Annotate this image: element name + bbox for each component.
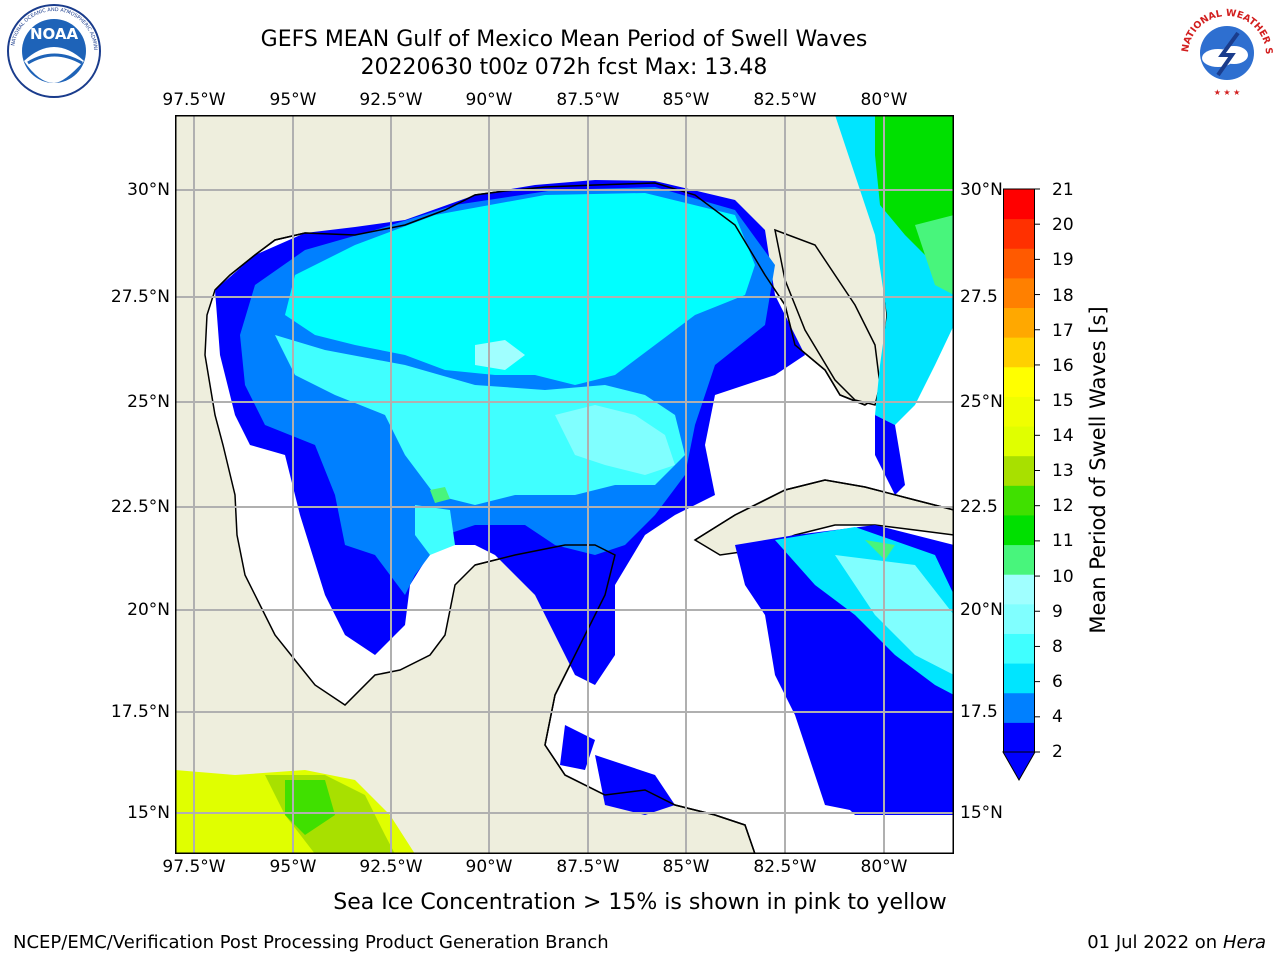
lat-label-right: 15°N [960,803,1003,823]
colorbar-segment [1003,544,1035,575]
colorbar-tick: 9 [1052,602,1063,622]
colorbar-segment [1003,514,1035,546]
colorbar-segment [1003,218,1035,249]
lat-label-right: 25°N [960,392,1003,412]
lat-label-left: 22.5°N [110,497,170,517]
lon-label-bottom: 85°W [662,857,710,877]
colorbar-segment [1003,277,1035,309]
colorbar-tick: 19 [1052,250,1074,270]
colorbar-segment [1003,603,1035,634]
nws-logo: NATIONAL WEATHER SERVICE ★ ★ ★ [1178,3,1274,97]
lon-label-bottom: 82.5°W [753,857,817,877]
svg-text:★ ★ ★: ★ ★ ★ [1214,88,1241,97]
colorbar-tick: 8 [1052,637,1063,657]
lat-label-right: 27.5 [960,287,998,307]
colorbar-segment [1003,455,1035,486]
map-subtitle: 20220630 t00z 072h fcst Max: 13.48 [360,55,768,80]
noaa-logo: NOAA NATIONAL OCEANIC AND ATMOSPHERIC AD… [4,3,101,98]
gulf-of-mexico-map [175,115,954,854]
sea-ice-note-text: Sea Ice Concentration > 15% is shown in … [333,890,947,915]
colorbar-tick: 12 [1052,496,1074,516]
colorbar-tick: 4 [1052,707,1063,727]
colorbar-segment [1003,248,1035,279]
lat-label-left: 15°N [127,803,170,823]
colorbar-tick: 15 [1052,391,1074,411]
colorbar-segment [1003,633,1035,664]
lon-label-bottom: 80°W [860,857,908,877]
footer-date: 01 Jul 2022 on [1087,932,1223,953]
colorbar-segment [1003,722,1035,753]
colorbar-segment [1003,663,1035,694]
colorbar [1002,188,1040,782]
colorbar-tick: 16 [1052,356,1074,376]
colorbar-segments [1003,189,1035,753]
colorbar-label: Mean Period of Swell Waves [s] [1086,306,1110,634]
noaa-logo-text: NOAA [30,25,79,43]
lon-label-bottom: 97.5°W [162,857,226,877]
lat-label-right: 20°N [960,600,1003,620]
lon-label-top: 90°W [465,90,513,110]
colorbar-segment [1003,307,1035,338]
map-title: GEFS MEAN Gulf of Mexico Mean Period of … [260,27,868,52]
colorbar-segment [1003,485,1035,516]
lat-label-left: 27.5°N [110,287,170,307]
colorbar-tick: 14 [1052,426,1074,446]
map-grid [175,115,954,854]
colorbar-tick: 10 [1052,567,1074,587]
lat-label-right: 22.5 [960,497,998,517]
colorbar-segment [1003,574,1035,605]
lon-label-bottom: 92.5°W [359,857,423,877]
lat-label-left: 20°N [127,600,170,620]
lon-label-top: 97.5°W [162,90,226,110]
colorbar-tick: 2 [1052,742,1063,762]
colorbar-tick: 20 [1052,215,1074,235]
lon-label-bottom: 87.5°W [556,857,620,877]
lon-label-top: 85°W [662,90,710,110]
colorbar-tick: 17 [1052,321,1074,341]
lat-label-right: 30°N [960,180,1003,200]
footer-left: NCEP/EMC/Verification Post Processing Pr… [13,932,609,953]
footer-right: 01 Jul 2022 on Hera [1087,932,1266,953]
lon-label-top: 82.5°W [753,90,817,110]
land-florida [773,228,881,406]
lon-label-top: 80°W [860,90,908,110]
colorbar-segment [1003,366,1035,397]
lon-label-top: 95°W [269,90,317,110]
colorbar-segment [1003,189,1035,220]
colorbar-extend-arrow [1002,751,1036,782]
footer-host: Hera [1222,932,1266,953]
sea-ice-note: Sea Ice Concentration > 15% is shown in … [0,890,1280,915]
colorbar-segment [1003,426,1035,457]
colorbar-tick: 6 [1052,672,1063,692]
colorbar-tick: 18 [1052,286,1074,306]
colorbar-segment [1003,337,1035,368]
lat-label-left: 17.5°N [110,702,170,722]
colorbar-tick: 21 [1052,180,1074,200]
colorbar-tick: 13 [1052,461,1074,481]
lon-label-top: 87.5°W [556,90,620,110]
lon-label-bottom: 95°W [269,857,317,877]
lon-label-bottom: 90°W [465,857,513,877]
lat-label-left: 25°N [127,392,170,412]
swell-period-contours [175,115,954,854]
colorbar-segment [1003,692,1035,723]
colorbar-tick: 11 [1052,531,1074,551]
lat-label-left: 30°N [127,180,170,200]
lat-label-right: 17.5 [960,702,998,722]
colorbar-segment [1003,396,1035,427]
lon-label-top: 92.5°W [359,90,423,110]
